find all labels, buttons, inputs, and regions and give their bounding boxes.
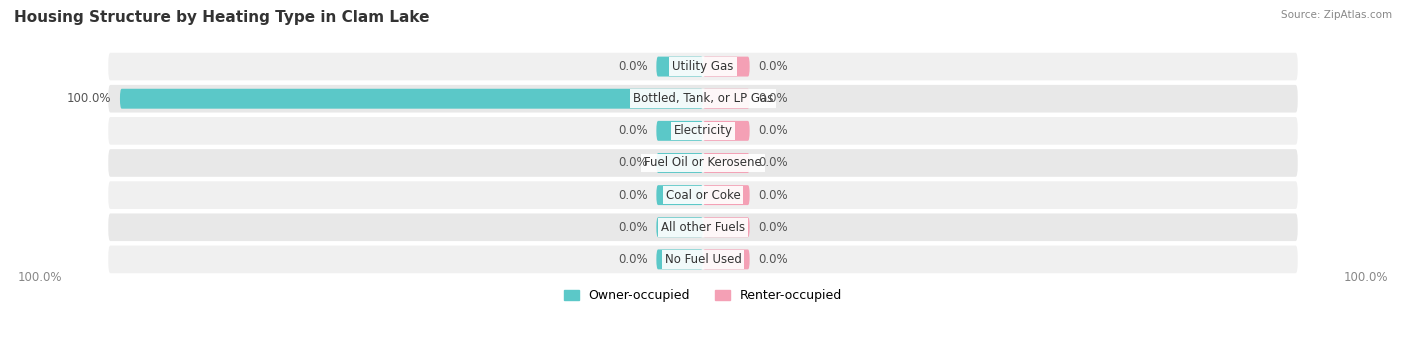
FancyBboxPatch shape (657, 217, 703, 237)
FancyBboxPatch shape (657, 185, 703, 205)
FancyBboxPatch shape (108, 213, 1298, 241)
Text: No Fuel Used: No Fuel Used (665, 253, 741, 266)
Text: Housing Structure by Heating Type in Clam Lake: Housing Structure by Heating Type in Cla… (14, 10, 430, 25)
Text: 0.0%: 0.0% (758, 253, 787, 266)
FancyBboxPatch shape (657, 153, 703, 173)
FancyBboxPatch shape (108, 85, 1298, 113)
Text: Source: ZipAtlas.com: Source: ZipAtlas.com (1281, 10, 1392, 20)
FancyBboxPatch shape (120, 89, 703, 109)
FancyBboxPatch shape (657, 249, 703, 269)
Text: 0.0%: 0.0% (619, 124, 648, 137)
Text: 0.0%: 0.0% (758, 221, 787, 234)
Text: 100.0%: 100.0% (66, 92, 111, 105)
FancyBboxPatch shape (108, 246, 1298, 273)
Text: 0.0%: 0.0% (758, 189, 787, 202)
Text: Bottled, Tank, or LP Gas: Bottled, Tank, or LP Gas (633, 92, 773, 105)
FancyBboxPatch shape (108, 149, 1298, 177)
Text: Electricity: Electricity (673, 124, 733, 137)
FancyBboxPatch shape (657, 121, 703, 141)
Text: Fuel Oil or Kerosene: Fuel Oil or Kerosene (644, 157, 762, 169)
Text: 0.0%: 0.0% (619, 60, 648, 73)
Text: 0.0%: 0.0% (619, 157, 648, 169)
FancyBboxPatch shape (703, 153, 749, 173)
Text: 0.0%: 0.0% (619, 253, 648, 266)
Text: 0.0%: 0.0% (619, 189, 648, 202)
FancyBboxPatch shape (657, 57, 703, 76)
Text: Coal or Coke: Coal or Coke (665, 189, 741, 202)
FancyBboxPatch shape (703, 121, 749, 141)
Text: 0.0%: 0.0% (758, 124, 787, 137)
Text: 100.0%: 100.0% (18, 270, 62, 284)
FancyBboxPatch shape (703, 217, 749, 237)
FancyBboxPatch shape (703, 57, 749, 76)
Text: 0.0%: 0.0% (758, 157, 787, 169)
Text: All other Fuels: All other Fuels (661, 221, 745, 234)
FancyBboxPatch shape (108, 53, 1298, 80)
Text: Utility Gas: Utility Gas (672, 60, 734, 73)
Text: 0.0%: 0.0% (619, 221, 648, 234)
Text: 0.0%: 0.0% (758, 92, 787, 105)
Text: 100.0%: 100.0% (1344, 270, 1388, 284)
FancyBboxPatch shape (703, 249, 749, 269)
FancyBboxPatch shape (108, 181, 1298, 209)
FancyBboxPatch shape (703, 89, 749, 109)
Legend: Owner-occupied, Renter-occupied: Owner-occupied, Renter-occupied (564, 289, 842, 302)
FancyBboxPatch shape (703, 185, 749, 205)
Text: 0.0%: 0.0% (758, 60, 787, 73)
FancyBboxPatch shape (108, 117, 1298, 145)
